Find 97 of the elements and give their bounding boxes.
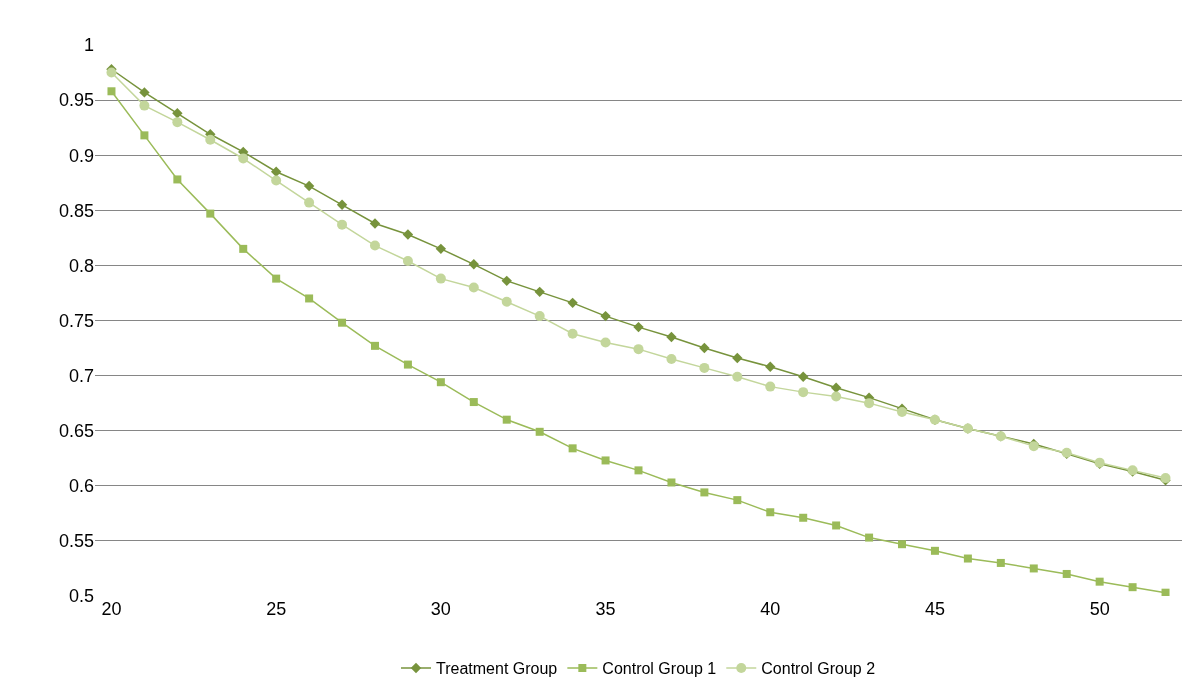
point — [666, 354, 677, 365]
point — [732, 371, 743, 382]
point — [732, 352, 743, 364]
point — [238, 153, 249, 164]
point — [700, 488, 709, 497]
point — [304, 197, 315, 208]
point — [667, 478, 676, 487]
point — [436, 378, 445, 387]
point — [205, 134, 216, 145]
x-tick-label: 40 — [760, 599, 781, 619]
point — [369, 240, 380, 251]
point — [1161, 588, 1170, 596]
point — [402, 229, 414, 240]
point — [601, 456, 610, 465]
point — [370, 341, 379, 350]
point — [435, 243, 447, 255]
point — [501, 275, 512, 287]
point — [206, 209, 215, 218]
point — [303, 180, 315, 192]
point — [336, 199, 348, 210]
point — [271, 175, 282, 186]
x-tick-label: 50 — [1089, 599, 1110, 619]
point — [501, 296, 512, 307]
point — [435, 273, 446, 284]
point — [865, 533, 874, 542]
point — [930, 546, 939, 555]
legend-label: Control Group 2 — [761, 660, 876, 678]
point — [1062, 569, 1071, 578]
y-tick-label: 0.5 — [68, 586, 94, 607]
y-tick-label: 0.85 — [58, 200, 94, 221]
point — [765, 381, 776, 392]
legend-label: Control Group 1 — [602, 660, 717, 678]
point — [830, 382, 842, 393]
point — [733, 496, 742, 505]
y-tick-label: 0.8 — [68, 255, 94, 276]
point — [798, 387, 809, 398]
point — [898, 540, 907, 549]
y-tick-label: 0.9 — [68, 145, 94, 166]
point — [305, 294, 314, 303]
point — [173, 175, 182, 184]
point — [1029, 564, 1038, 573]
point — [1095, 577, 1104, 586]
x-tick-label: 25 — [266, 599, 287, 619]
point — [831, 391, 842, 402]
x-tick-label: 30 — [430, 599, 451, 619]
point — [832, 521, 841, 530]
point — [864, 398, 875, 409]
point — [338, 318, 347, 327]
y-tick-label: 0.65 — [58, 421, 94, 441]
point — [634, 466, 643, 475]
point — [766, 508, 775, 517]
point — [666, 331, 677, 343]
point — [403, 360, 412, 369]
point — [172, 117, 183, 128]
y-tick-label: 1 — [83, 35, 94, 56]
point — [468, 259, 479, 270]
x-tick-label: 20 — [101, 599, 122, 619]
point — [996, 558, 1005, 567]
point — [963, 554, 972, 563]
point — [699, 362, 710, 373]
point — [534, 311, 545, 322]
point — [633, 344, 644, 355]
legend-label: Treatment Group — [436, 660, 558, 678]
point — [568, 444, 577, 453]
point — [765, 361, 776, 372]
point — [107, 87, 116, 96]
y-tick-label: 0.75 — [58, 310, 94, 331]
point — [633, 321, 644, 333]
point — [600, 310, 611, 322]
y-tick-label: 0.55 — [58, 531, 94, 552]
x-tick-label: 45 — [924, 599, 945, 619]
y-tick-label: 0.95 — [58, 90, 94, 111]
y-tick-label: 0.6 — [68, 476, 94, 497]
point — [369, 218, 381, 229]
point — [567, 328, 578, 339]
point — [402, 255, 413, 266]
point — [535, 427, 544, 436]
point — [469, 398, 478, 407]
point — [502, 415, 511, 424]
point — [600, 337, 611, 348]
point — [567, 297, 578, 309]
point — [139, 87, 150, 98]
point — [798, 371, 809, 382]
point — [699, 342, 710, 354]
point — [799, 513, 808, 522]
point — [139, 100, 150, 111]
x-tick-label: 35 — [595, 599, 616, 619]
point — [172, 108, 183, 119]
y-tick-label: 0.7 — [68, 365, 94, 386]
point — [140, 131, 149, 140]
point — [270, 166, 282, 177]
point — [272, 274, 281, 283]
point — [239, 244, 248, 253]
point — [534, 286, 545, 298]
point — [468, 282, 479, 293]
point — [337, 219, 348, 230]
point — [1128, 583, 1137, 592]
